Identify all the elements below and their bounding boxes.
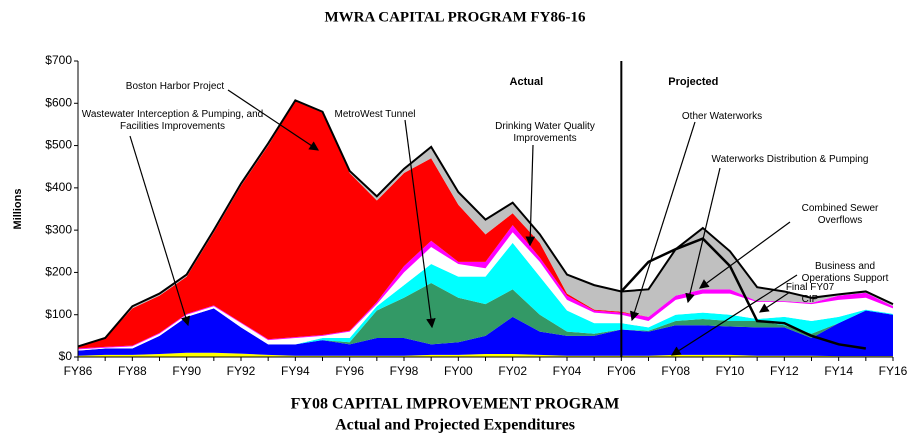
x-tick-label: FY98: [390, 364, 419, 378]
y-tick-label: $500: [45, 138, 72, 152]
x-tick-label: FY06: [607, 364, 636, 378]
period-label: Actual: [510, 76, 544, 88]
x-tick-label: FY00: [444, 364, 473, 378]
annotation: Other Waterworks: [681, 111, 763, 122]
area: [78, 283, 893, 351]
x-tick-label: FY92: [227, 364, 256, 378]
annotation: Final FY07 CIP: [785, 282, 835, 305]
x-tick-label: FY04: [553, 364, 582, 378]
y-tick-label: $0: [59, 349, 73, 363]
y-tick-label: $600: [45, 95, 72, 109]
x-tick-label: FY94: [281, 364, 310, 378]
period-label: Projected: [668, 76, 718, 88]
y-tick-label: $700: [45, 53, 72, 67]
x-tick-label: FY16: [879, 364, 908, 378]
y-tick-label: $100: [45, 307, 72, 321]
x-axis-title: FY08 CAPITAL IMPROVEMENT PROGRAM: [291, 396, 620, 413]
line: [620, 237, 867, 350]
total-outline: [77, 99, 894, 348]
annotation-arrow: [670, 274, 798, 356]
annotation-arrow: [404, 119, 436, 329]
x-tick-label: FY90: [172, 364, 201, 378]
y-tick-label: $300: [45, 222, 72, 236]
annotation-arrow: [685, 167, 721, 304]
y-tick-label: $400: [45, 180, 72, 194]
annotation: MetroWest Tunnel: [334, 109, 416, 120]
x-tick-label: FY12: [770, 364, 799, 378]
annotation: Combined Sewer Overflows: [801, 203, 879, 226]
annotation: Drinking Water Quality Improvements: [495, 121, 595, 144]
x-tick-label: FY10: [716, 364, 745, 378]
x-tick-label: FY02: [498, 364, 527, 378]
y-axis-label: Millions: [12, 189, 24, 230]
y-tick-label: $200: [45, 265, 72, 279]
x-tick-label: FY86: [64, 364, 93, 378]
annotation-arrow: [129, 135, 191, 327]
annotation-arrow: [699, 221, 791, 289]
area: [78, 100, 893, 347]
annotation: Waterworks Distribution & Pumping: [711, 154, 869, 165]
x-tick-label: FY96: [335, 364, 364, 378]
x-tick-label: FY14: [824, 364, 853, 378]
annotation-arrow: [525, 144, 536, 247]
x-tick-label: FY08: [661, 364, 690, 378]
area: [78, 101, 893, 349]
annotation: Business and Operations Support: [801, 261, 889, 284]
annotation-arrow: [227, 89, 319, 151]
x-tick-label: FY88: [118, 364, 147, 378]
chart-title: MWRA CAPITAL PROGRAM FY86-16: [325, 9, 586, 25]
annotation: Wastewater Interception & Pumping, and F…: [81, 109, 264, 132]
area: [78, 242, 893, 351]
annotation-arrow: [759, 291, 791, 313]
x-axis-subtitle: Actual and Projected Expenditures: [335, 417, 575, 434]
annotation-arrow: [629, 121, 696, 322]
area: [78, 352, 893, 357]
annotation: Boston Harbor Project: [125, 81, 225, 92]
